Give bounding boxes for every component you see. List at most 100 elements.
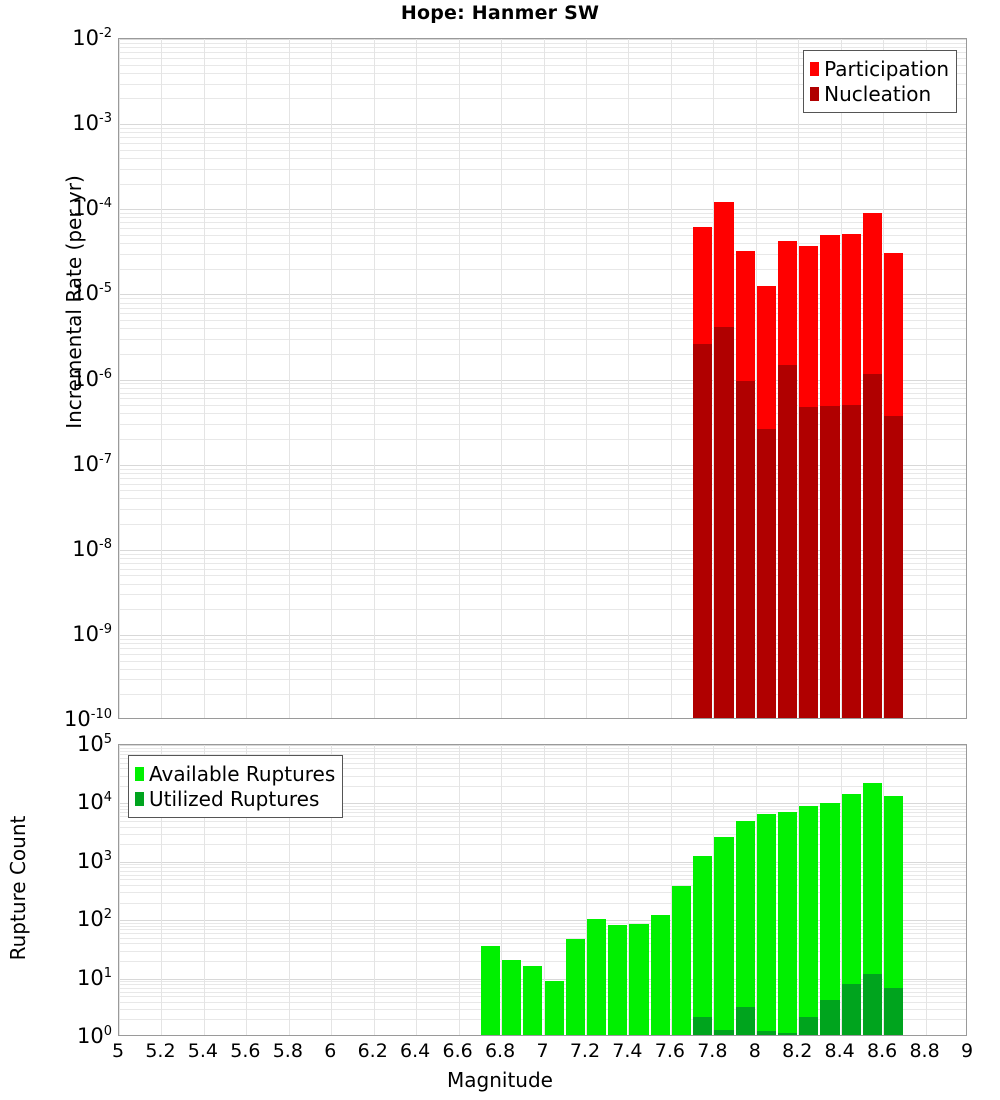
x-tick-label: 7 bbox=[536, 1040, 549, 1062]
bar-available-ruptures bbox=[799, 806, 819, 1035]
y-tick-label: 10-2 bbox=[72, 26, 112, 50]
y-tick-label: 10-5 bbox=[72, 281, 112, 306]
bar-utilized-ruptures bbox=[799, 1017, 819, 1035]
y-tick-label: 101 bbox=[76, 965, 112, 990]
bar-nucleation bbox=[756, 428, 776, 718]
legend-swatch-utilized-ruptures bbox=[135, 791, 144, 806]
bars-rupture-count bbox=[119, 745, 966, 1035]
x-tick-label: 7.8 bbox=[697, 1040, 728, 1062]
bar-available-ruptures bbox=[735, 820, 755, 1035]
y-axis-ticks-top: 10-2 10-3 10-4 10-5 10-6 10-7 10-8 10-9 10-10 bbox=[0, 26, 112, 731]
x-tick-label: 5.2 bbox=[145, 1040, 176, 1062]
bar-available-ruptures bbox=[629, 923, 649, 1035]
bar-nucleation bbox=[799, 407, 819, 718]
y-tick-label: 10-10 bbox=[64, 707, 112, 731]
x-tick-label: 6.6 bbox=[442, 1040, 473, 1062]
bar-available-ruptures bbox=[502, 960, 522, 1035]
x-tick-label: 5.8 bbox=[272, 1040, 303, 1062]
y-tick-label: 10-7 bbox=[72, 451, 112, 476]
legend-swatch-participation bbox=[810, 61, 820, 76]
x-tick-label: 8.8 bbox=[909, 1040, 940, 1062]
bar-utilized-ruptures bbox=[777, 1032, 798, 1035]
bar-available-ruptures bbox=[523, 966, 543, 1035]
x-tick-label: 5.6 bbox=[230, 1040, 261, 1062]
bar-utilized-ruptures bbox=[820, 999, 840, 1035]
legend-swatch-nucleation bbox=[810, 86, 820, 101]
x-tick-label: 7.4 bbox=[612, 1040, 643, 1062]
bar-available-ruptures bbox=[480, 946, 501, 1035]
x-tick-label: 7.2 bbox=[569, 1040, 601, 1062]
bar-available-ruptures bbox=[565, 939, 585, 1035]
y-tick-label: 10-6 bbox=[72, 366, 112, 391]
x-tick-label: 8.4 bbox=[824, 1040, 855, 1062]
x-tick-label: 9 bbox=[960, 1040, 974, 1062]
bar-utilized-ruptures bbox=[862, 974, 883, 1035]
y-axis-ticks-bottom: 105 104 103 102 101 100 bbox=[0, 732, 112, 1048]
y-tick-label: 105 bbox=[76, 732, 112, 756]
x-tick-label: 5.4 bbox=[187, 1040, 218, 1062]
x-tick-label: 8.6 bbox=[866, 1040, 898, 1062]
y-tick-label: 10-9 bbox=[72, 621, 112, 646]
y-tick-label: 10-8 bbox=[72, 536, 112, 561]
bar-available-ruptures bbox=[820, 802, 840, 1035]
y-tick-label: 103 bbox=[76, 848, 112, 873]
legend-item-available-ruptures: Available Ruptures bbox=[135, 761, 335, 786]
bar-available-ruptures bbox=[671, 885, 692, 1035]
bar-nucleation bbox=[862, 373, 883, 718]
legend-label-participation: Participation bbox=[824, 56, 949, 81]
legend-rupture-count: Available Ruptures Utilized Ruptures bbox=[128, 755, 344, 818]
bar-nucleation bbox=[693, 343, 713, 718]
bar-utilized-ruptures bbox=[884, 987, 904, 1035]
bar-available-ruptures bbox=[756, 813, 776, 1035]
bar-available-ruptures bbox=[884, 795, 904, 1035]
x-tick-label: 6.8 bbox=[484, 1040, 516, 1062]
y-tick-label: 102 bbox=[76, 907, 112, 932]
legend-incremental-rate: Participation Nucleation bbox=[803, 50, 957, 113]
x-axis-title: Magnitude bbox=[447, 1068, 553, 1092]
bar-nucleation bbox=[714, 327, 734, 718]
x-tick-label: 7.6 bbox=[654, 1040, 685, 1062]
bar-nucleation bbox=[841, 405, 861, 718]
y-axis-title-bottom: Rupture Count bbox=[6, 815, 30, 961]
bar-nucleation bbox=[820, 406, 840, 718]
y-tick-label: 100 bbox=[76, 1024, 112, 1048]
x-tick-label: 6 bbox=[324, 1040, 337, 1062]
bar-utilized-ruptures bbox=[841, 983, 861, 1035]
bar-available-ruptures bbox=[714, 837, 734, 1035]
bar-available-ruptures bbox=[862, 782, 883, 1035]
x-tick-label: 6.4 bbox=[400, 1040, 431, 1062]
legend-item-utilized-ruptures: Utilized Ruptures bbox=[135, 786, 335, 811]
x-axis-ticks: 5 5.2 5.4 5.6 5.8 6 6.2 6.4 6.6 6.8 7 7.2 7.4 7.6 7.8 8… bbox=[112, 1040, 973, 1070]
x-tick-label: 5 bbox=[111, 1040, 125, 1062]
x-tick-label: 8 bbox=[748, 1040, 761, 1062]
bar-utilized-ruptures bbox=[714, 1030, 734, 1035]
bar-utilized-ruptures bbox=[693, 1017, 713, 1035]
legend-item-participation: Participation bbox=[810, 56, 949, 81]
legend-label-available-ruptures: Available Ruptures bbox=[149, 761, 336, 786]
legend-item-nucleation: Nucleation bbox=[810, 81, 949, 106]
y-tick-label: 10-3 bbox=[72, 111, 112, 136]
legend-label-utilized-ruptures: Utilized Ruptures bbox=[149, 786, 320, 811]
bar-available-ruptures bbox=[777, 812, 798, 1035]
bars-incremental-rate bbox=[119, 39, 966, 718]
bar-available-ruptures bbox=[693, 856, 713, 1035]
rupture-count-plot-area: Available Ruptures Utilized Ruptures bbox=[118, 744, 967, 1036]
y-tick-label: 104 bbox=[76, 790, 112, 815]
x-tick-label: 8.2 bbox=[782, 1040, 813, 1062]
y-tick-label: 10-4 bbox=[72, 196, 112, 221]
incremental-rate-plot-area: Participation Nucleation bbox=[118, 38, 967, 719]
bar-available-ruptures bbox=[841, 793, 861, 1035]
bar-utilized-ruptures bbox=[735, 1007, 755, 1035]
bar-available-ruptures bbox=[586, 918, 607, 1035]
bar-nucleation bbox=[735, 380, 755, 718]
bar-utilized-ruptures bbox=[756, 1031, 776, 1035]
bar-available-ruptures bbox=[608, 924, 628, 1035]
chart-title: Hope: Hanmer SW bbox=[400, 2, 600, 24]
x-tick-label: 6.2 bbox=[357, 1040, 388, 1062]
bar-available-ruptures bbox=[544, 980, 564, 1035]
legend-swatch-available-ruptures bbox=[135, 766, 144, 781]
legend-label-nucleation: Nucleation bbox=[824, 81, 932, 106]
bar-nucleation bbox=[884, 416, 904, 718]
y-axis-title-top: Incremental Rate (per yr) bbox=[62, 175, 86, 429]
